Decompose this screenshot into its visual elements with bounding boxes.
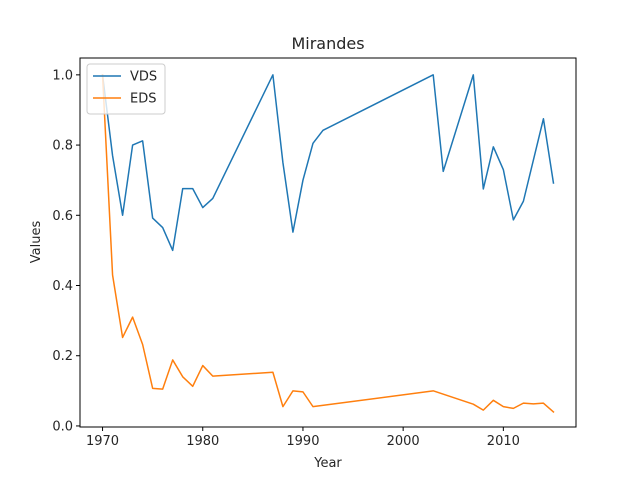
x-tick-label: 2010 bbox=[487, 434, 520, 449]
legend: VDS EDS bbox=[86, 63, 166, 115]
x-tick-label: 1990 bbox=[286, 434, 319, 449]
y-tick-label: 0.0 bbox=[52, 419, 73, 434]
legend-label-eds: EDS bbox=[130, 92, 156, 107]
chart-title: Mirandes bbox=[291, 34, 364, 53]
plot-frame bbox=[79, 57, 577, 428]
x-axis-label: Year bbox=[313, 456, 342, 471]
series-layer bbox=[101, 74, 555, 413]
x-tick-label: 1970 bbox=[86, 434, 119, 449]
y-tick-label: 1.0 bbox=[52, 68, 73, 83]
series-line-eds bbox=[101, 74, 555, 413]
x-tick-label: 1980 bbox=[186, 434, 219, 449]
series-line-vds bbox=[101, 74, 555, 252]
axis-ticks: 1970 1980 1990 2000 2010 0.0 0.2 0.4 0.6 0.8 1.0 bbox=[52, 68, 520, 449]
y-tick-label: 0.2 bbox=[52, 349, 73, 364]
y-tick-label: 0.8 bbox=[52, 139, 73, 154]
y-axis-label: Values bbox=[29, 221, 44, 264]
legend-label-vds: VDS bbox=[130, 70, 157, 85]
y-tick-label: 0.6 bbox=[52, 209, 73, 224]
x-tick-label: 2000 bbox=[387, 434, 420, 449]
y-tick-label: 0.4 bbox=[52, 279, 73, 294]
